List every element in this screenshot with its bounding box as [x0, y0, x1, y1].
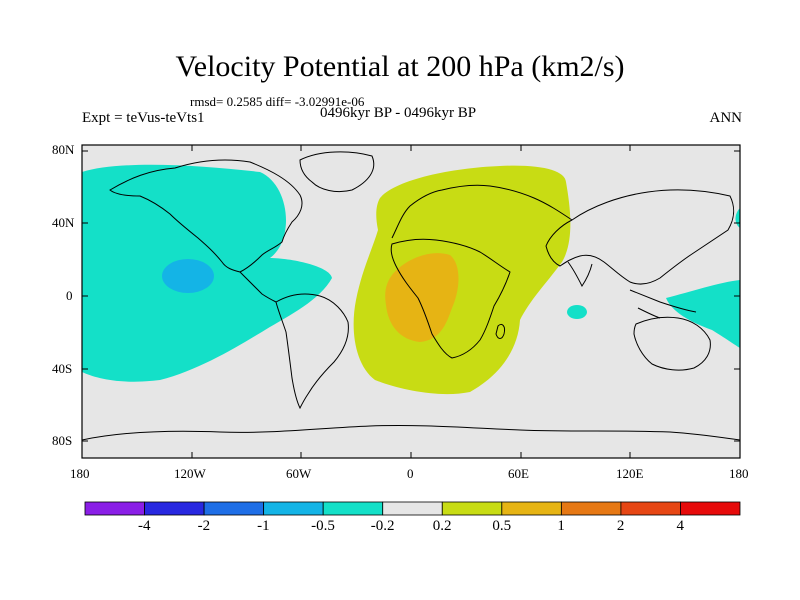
- colorbar-swatch: [84, 501, 145, 516]
- colorbar-label: 4: [676, 518, 684, 534]
- negative-region-small: [567, 305, 587, 319]
- period-label: 0496kyr BP - 0496kyr BP: [320, 105, 477, 121]
- negative-core: [162, 259, 214, 293]
- colorbar-label: -0.5: [311, 518, 335, 534]
- colorbar-swatch: [441, 501, 503, 516]
- y-tick-label: 40S: [52, 361, 73, 376]
- x-tick-label: 120W: [174, 466, 206, 481]
- colorbar-swatch: [144, 501, 205, 516]
- y-tick-label: 0: [66, 288, 73, 303]
- colorbar-label: -1: [257, 518, 270, 534]
- x-tick-label: 60E: [508, 466, 529, 481]
- colorbar-label: 0.2: [432, 518, 452, 534]
- y-tick-label: 80S: [52, 433, 73, 448]
- season-label: ANN: [709, 110, 743, 126]
- experiment-label: Expt = teVus-teVts1: [82, 110, 205, 126]
- colorbar-label: -2: [197, 518, 211, 534]
- colorbar-label: 1: [557, 518, 565, 534]
- colorbar-swatch: [620, 501, 681, 516]
- map-title: Velocity Potential at 200 hPa (km2/s): [175, 50, 625, 83]
- colorbar-label: -4: [138, 518, 151, 534]
- colorbar-swatch: [680, 501, 741, 516]
- colorbar-swatch: [560, 501, 622, 516]
- colorbar-swatch: [322, 501, 384, 516]
- x-tick-label: 180: [70, 466, 90, 481]
- coastlines: [82, 151, 740, 441]
- colorbar-swatch: [203, 501, 265, 516]
- colorbar-label: 2: [616, 518, 625, 534]
- colorbar-swatch: [382, 501, 443, 516]
- x-tick-label: 60W: [286, 466, 312, 481]
- colorbar-swatch: [263, 501, 324, 516]
- negative-region-east: [666, 280, 740, 348]
- x-tick-label: 120E: [616, 466, 644, 481]
- colorbar-label: 0.5: [492, 518, 512, 534]
- y-axis-ticks: [82, 150, 740, 442]
- colorbar: [84, 501, 741, 516]
- x-tick-label: 180: [729, 466, 749, 481]
- colorbar-label: -0.2: [370, 518, 395, 534]
- colorbar-swatch: [501, 501, 562, 516]
- positive-core: [385, 253, 459, 342]
- x-axis-ticks: [81, 145, 741, 458]
- stats-line: rmsd= 0.2585 diff= -3.02991e-06: [190, 94, 365, 109]
- y-tick-label: 80N: [52, 142, 75, 157]
- x-tick-label: 0: [407, 466, 414, 481]
- y-tick-label: 40N: [52, 215, 75, 230]
